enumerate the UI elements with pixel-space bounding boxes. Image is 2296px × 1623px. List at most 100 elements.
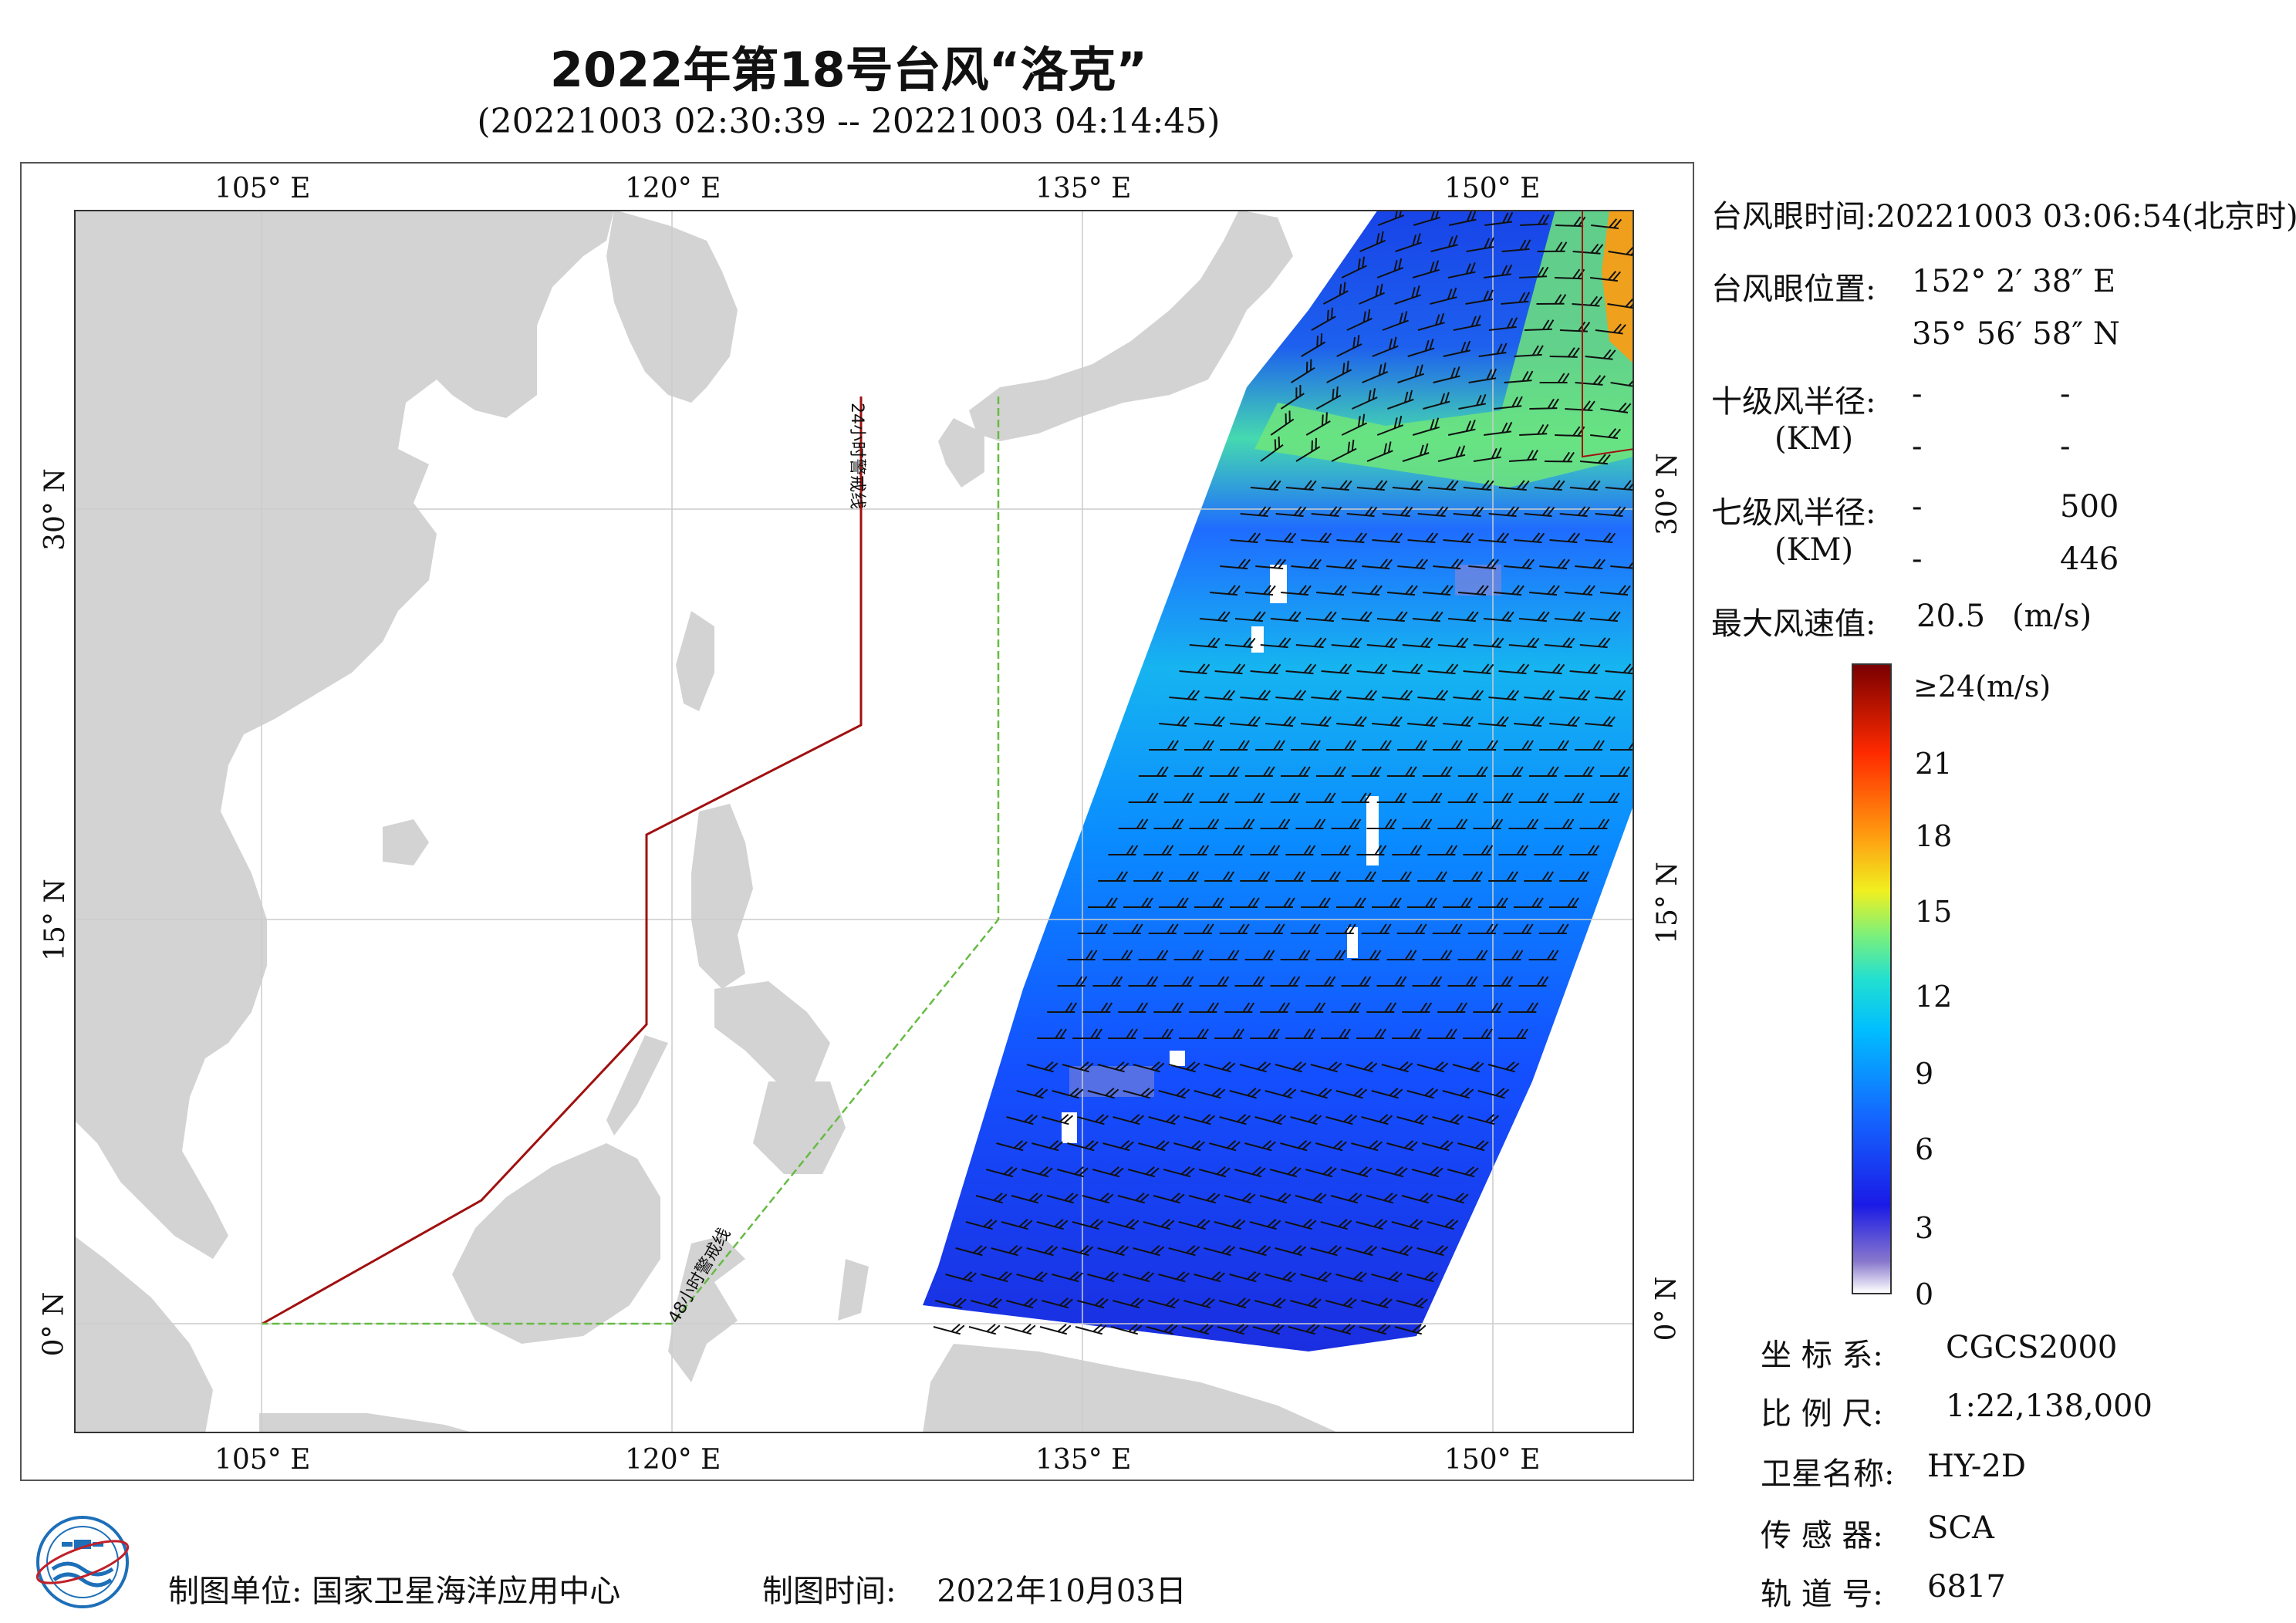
wind-barb (1397, 740, 1427, 751)
wind-barb (1483, 792, 1514, 803)
wind-barb (1252, 1323, 1285, 1335)
wind-barb (1158, 1087, 1190, 1099)
wind-barb (1437, 1002, 1468, 1013)
wind-barb (1376, 1166, 1408, 1178)
wind-barb (1046, 1192, 1079, 1204)
wind-barb (1183, 1297, 1215, 1309)
wind-barb (1113, 1297, 1144, 1309)
wind-barb (1097, 1244, 1129, 1257)
wind-barb (1351, 950, 1382, 960)
wind-barb (1447, 792, 1478, 803)
r10-unit: (KM) (1774, 421, 1854, 457)
wind-barb (1538, 923, 1569, 934)
wind-barb (1356, 845, 1387, 855)
wind-barb (1209, 950, 1240, 960)
wind-barb (1412, 611, 1443, 623)
wind-barb (1123, 897, 1153, 908)
wind-barb (1457, 950, 1488, 960)
wind-barb (1098, 871, 1129, 882)
wind-barb (1178, 1218, 1210, 1230)
wind-barb (1376, 415, 1404, 436)
wind-barb (1102, 1139, 1134, 1152)
wind-barb (1386, 766, 1417, 777)
wind-barb (965, 1218, 998, 1230)
wind-barb (1331, 439, 1357, 462)
wind-barb (1326, 360, 1352, 383)
wind-barb (1265, 532, 1297, 544)
footer-org: 制图单位: 国家卫星海洋应用中心 (168, 1566, 620, 1611)
wind-barb (1082, 1192, 1114, 1204)
wind-barb (1158, 1270, 1190, 1283)
wind-barb (1305, 792, 1336, 803)
wind-barb (1528, 766, 1559, 777)
wind-barb (1488, 690, 1520, 701)
wind-barb (1011, 1192, 1043, 1204)
wind-barb (1198, 1166, 1231, 1178)
wind-barb (975, 1192, 1008, 1204)
wind-barb (1077, 1113, 1109, 1125)
wind-barb (1572, 295, 1603, 307)
map-frame (20, 162, 1694, 1481)
wind-barb (1341, 976, 1372, 987)
wind-barb (1295, 1002, 1326, 1013)
wind-barb (1163, 792, 1194, 803)
wind-barb (1600, 585, 1631, 596)
wind-barb (1396, 923, 1427, 934)
land-japan (969, 210, 1293, 441)
wind-barb (1179, 845, 1210, 855)
wind-barb (1173, 766, 1204, 777)
wind-barb (1260, 1002, 1291, 1013)
wind-barb (1501, 239, 1531, 252)
wind-barb (1351, 388, 1378, 410)
wind-barb (1214, 1028, 1244, 1039)
wind-barb (1288, 1323, 1320, 1335)
wind-barb (1254, 923, 1285, 934)
wind-barb (1359, 283, 1385, 305)
wind-barb (1448, 210, 1477, 226)
wind-barb (1194, 1087, 1226, 1099)
wind-barb (1453, 871, 1484, 882)
wind-barb (1153, 1192, 1185, 1204)
wind-barb (1417, 690, 1449, 701)
wind-barb (1281, 585, 1312, 596)
coord-system-label: 坐 标 系: (1761, 1338, 1883, 1373)
wind-barb (1280, 766, 1311, 777)
wind-barb (1504, 558, 1535, 570)
wind-barb (1447, 976, 1478, 987)
wind-barb (1504, 740, 1534, 751)
wind-barb (1321, 663, 1352, 675)
wind-barb (1555, 426, 1585, 437)
wind-barb (1275, 690, 1307, 701)
wind-barb (1323, 282, 1349, 305)
wind-barb (1102, 950, 1133, 960)
wind-barb (1204, 871, 1235, 882)
wind-barb (1372, 532, 1403, 544)
wind-barb (1336, 897, 1366, 908)
wind-barb (1254, 1297, 1286, 1309)
wind-barb (1057, 976, 1088, 987)
wind-barb (1072, 1218, 1104, 1230)
wind-barb (1188, 1192, 1221, 1204)
wind-barb (1519, 266, 1549, 278)
eye-time-label: 台风眼时间: (1711, 199, 1876, 235)
wind-barb (1394, 285, 1421, 305)
legend-tick-6: 6 (1915, 1132, 1934, 1166)
wind-barb (1447, 611, 1479, 623)
wind-barb (1514, 716, 1545, 727)
legend-tick-24: ≥24(m/s) (1913, 670, 2051, 704)
wind-barb (1189, 818, 1220, 829)
wind-barb (1478, 532, 1510, 544)
wind-barb (1473, 1002, 1504, 1013)
wind-barb (1508, 1002, 1539, 1013)
wind-barb (1559, 690, 1591, 701)
wind-barb (1026, 1244, 1059, 1257)
wind-barb (1417, 312, 1445, 331)
wind-barb (1275, 871, 1306, 882)
wind-barb (1468, 558, 1499, 570)
wind-barb (1473, 447, 1502, 462)
wind-barb (1463, 1028, 1493, 1039)
wind-barb (1585, 349, 1616, 360)
wind-barb (1301, 897, 1331, 908)
wind-barb (1301, 716, 1332, 727)
wind-barb (1341, 611, 1373, 623)
